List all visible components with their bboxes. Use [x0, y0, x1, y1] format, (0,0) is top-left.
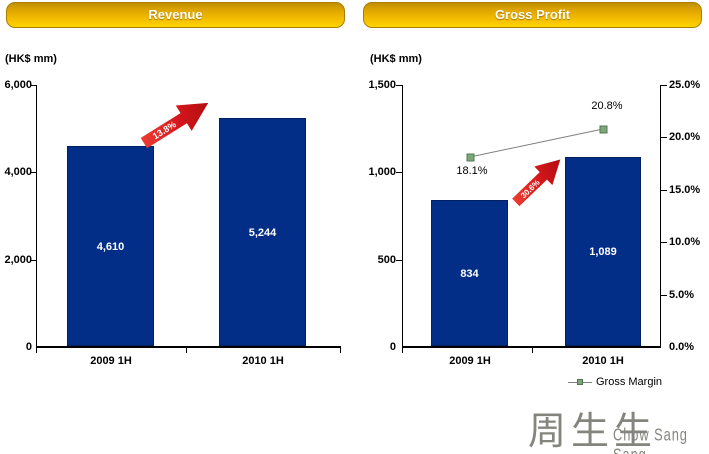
revenue-bar-2009-value: 4,610: [96, 241, 125, 253]
gp-y2mark-3: [661, 190, 667, 191]
gp-y2mark-5: [661, 295, 667, 296]
gp-pct-0: 0.0%: [669, 341, 695, 353]
gp-y2mark-4: [661, 242, 667, 243]
gp-ymark-3: [396, 260, 402, 261]
gp-xlabel-2009: 2009 1H: [449, 355, 491, 367]
chow-sang-sang-chinese-logo: 周生生: [528, 409, 658, 453]
gp-pct-15: 15.0%: [669, 184, 701, 196]
revenue-y-axis: [36, 85, 37, 347]
gp-bar-2010: 1,089: [565, 157, 641, 346]
gross-profit-unit-label: (HK$ mm): [370, 53, 422, 65]
revenue-bar-2010-value: 5,244: [248, 227, 277, 239]
gp-xlabel-2010: 2010 1H: [582, 355, 624, 367]
revenue-bar-2009: 4,610: [67, 146, 154, 346]
revenue-ytick-6000: 6,000: [4, 79, 32, 91]
revenue-xlabel-2009: 2009 1H: [90, 355, 132, 367]
gross-margin-marker-2010: [599, 125, 608, 134]
gp-ytick-1000: 1,000: [368, 166, 396, 178]
gp-xmark-2: [532, 348, 533, 353]
gross-margin-marker-2009: [466, 153, 475, 162]
gross-profit-title-banner: Gross Profit: [363, 2, 702, 28]
legend-gross-margin-label: Gross Margin: [596, 376, 663, 388]
gp-bar-2009-value: 834: [460, 268, 479, 280]
revenue-growth-arrow-icon: 13.8%: [136, 90, 216, 156]
gp-y2mark-1: [661, 85, 667, 86]
revenue-xlabel-2010: 2010 1H: [242, 355, 284, 367]
revenue-ytick-4000: 4,000: [4, 166, 32, 178]
revenue-ytick-0: 0: [25, 341, 32, 353]
gp-bar-2010-value: 1,089: [589, 246, 617, 258]
revenue-xmark-2: [186, 348, 187, 353]
gp-ymark-1: [396, 85, 402, 86]
gp-x-axis: [402, 346, 661, 348]
legend-marker-icon: [577, 379, 583, 385]
gp-y-axis: [402, 85, 403, 347]
gp-bar-2009: 834: [431, 200, 508, 346]
revenue-ymark-1: [30, 85, 36, 86]
gp-y2-axis: [660, 85, 661, 347]
revenue-xmark-1: [36, 348, 37, 353]
gp-xmark-1: [402, 348, 403, 353]
gp-ytick-500: 500: [377, 254, 396, 266]
gross-margin-line: [466, 125, 608, 162]
gp-margin-2009-label: 18.1%: [456, 165, 488, 177]
revenue-ymark-2: [30, 172, 36, 173]
gp-pct-10: 10.0%: [669, 236, 701, 248]
revenue-ymark-3: [30, 260, 36, 261]
gp-margin-2010-label: 20.8%: [591, 100, 623, 112]
gp-ymark-2: [396, 172, 402, 173]
revenue-unit-label: (HK$ mm): [5, 53, 57, 65]
revenue-bar-2010: 5,244: [219, 118, 306, 346]
revenue-ytick-2000: 2,000: [4, 254, 32, 266]
gp-y2mark-2: [661, 137, 667, 138]
gp-pct-20: 20.0%: [669, 131, 701, 143]
gp-pct-25: 25.0%: [669, 79, 701, 91]
revenue-x-axis: [36, 346, 341, 348]
gp-ytick-0: 0: [389, 341, 396, 353]
gp-ytick-1500: 1,500: [368, 79, 396, 91]
revenue-title-banner: Revenue: [6, 2, 345, 28]
gp-pct-5: 5.0%: [669, 289, 695, 301]
revenue-xmark-3: [340, 348, 341, 353]
chow-sang-sang-english-logo: Chow Sang Sang: [613, 424, 688, 454]
